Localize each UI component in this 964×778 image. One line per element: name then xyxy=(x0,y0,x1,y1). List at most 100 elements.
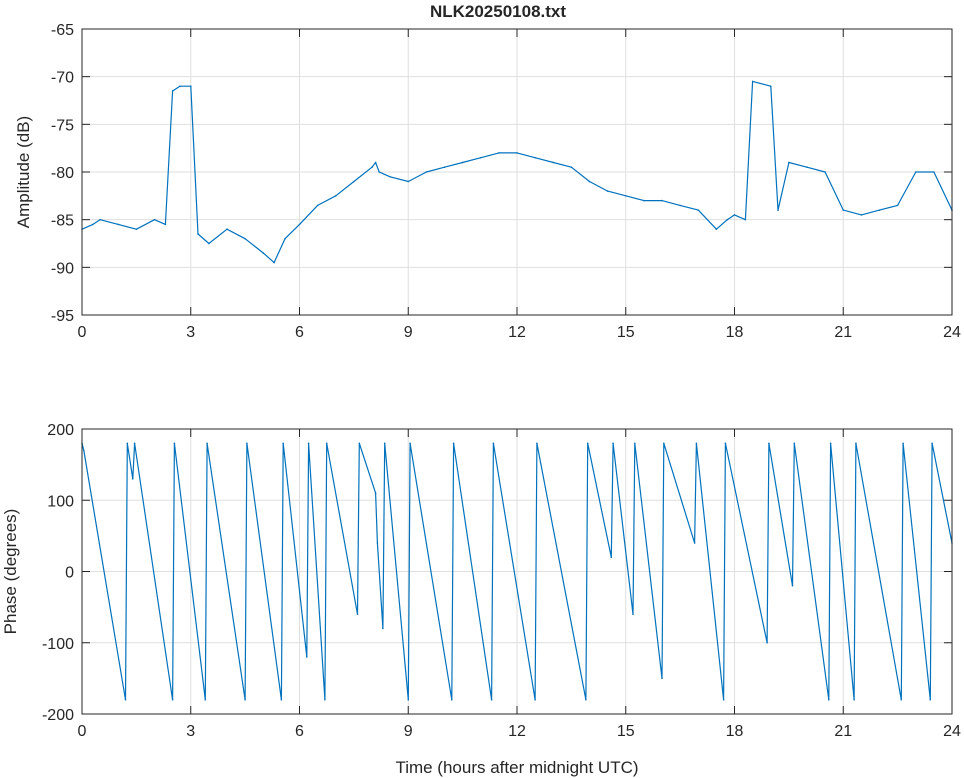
phase-data-point xyxy=(829,442,832,445)
amplitude-data-point xyxy=(534,156,536,159)
amplitude-data-point xyxy=(769,85,772,87)
phase-data-point xyxy=(534,698,536,701)
phase-data-point xyxy=(124,698,127,701)
amplitude-data-point xyxy=(117,223,120,226)
phase-data-point xyxy=(791,584,794,587)
amplitude-data-point xyxy=(316,204,319,207)
amplitude-x-tick-label: 6 xyxy=(295,324,304,341)
amplitude-y-axis-label: Amplitude (dB) xyxy=(14,116,33,228)
phase-data-point xyxy=(356,613,359,616)
phase-y-axis-label: Phase (degrees) xyxy=(1,509,20,635)
phase-x-tick-label: 3 xyxy=(186,723,195,740)
amplitude-data-point xyxy=(443,166,446,169)
amplitude-data-point xyxy=(208,242,210,245)
phase-data-point xyxy=(855,442,857,445)
amplitude-y-tick-label: -85 xyxy=(51,213,74,230)
chart-title: NLK20250108.txt xyxy=(430,2,566,21)
phase-data-point xyxy=(902,442,904,445)
amplitude-data-point xyxy=(226,228,228,230)
phase-data-point xyxy=(452,442,455,445)
amplitude-data-point xyxy=(284,237,286,240)
phase-data-point xyxy=(325,442,328,445)
amplitude-data-point xyxy=(461,161,464,164)
amplitude-y-tick-label: -95 xyxy=(51,308,74,325)
amplitude-data xyxy=(81,80,953,264)
amplitude-data-point xyxy=(896,204,899,207)
amplitude-data-point xyxy=(516,152,518,154)
amplitude-x-tick-label: 12 xyxy=(508,324,526,341)
phase-data-point xyxy=(931,442,933,445)
phase-y-tick-label: -100 xyxy=(42,636,74,653)
amplitude-data-point xyxy=(92,223,94,226)
phase-data-point xyxy=(206,442,208,445)
phase-plot: 0 3 6 9 12 15 18 21 24 -200 -100 0 100 200 Phase (deg… xyxy=(1,422,961,777)
amplitude-data-point xyxy=(378,171,381,173)
amplitude-data-point xyxy=(298,223,301,226)
amplitude-data-point xyxy=(498,152,500,154)
phase-data-point xyxy=(586,442,589,445)
amplitude-data-point xyxy=(878,209,881,211)
amplitude-data-point xyxy=(374,161,377,164)
phase-data-point xyxy=(171,698,174,701)
phase-x-tick-label: 21 xyxy=(834,723,852,740)
phase-data-point xyxy=(305,656,308,658)
amplitude-data-point xyxy=(262,252,265,254)
phase-data-point xyxy=(827,698,830,701)
amplitude-y-tick-label: -65 xyxy=(51,22,74,39)
phase-x-tick-label: 15 xyxy=(617,723,635,740)
phase-data-point xyxy=(585,698,587,701)
phase-data-point xyxy=(612,442,614,445)
phase-data-point xyxy=(693,542,696,544)
phase-y-tick-label: -200 xyxy=(42,707,74,724)
phase-data-point xyxy=(282,442,284,445)
phase-data-point xyxy=(768,442,770,445)
amplitude-data-point xyxy=(933,171,935,173)
amplitude-data-point xyxy=(353,180,355,183)
phase-data-point xyxy=(724,442,727,445)
amplitude-data-point xyxy=(661,199,663,202)
phase-y-tick-label: 0 xyxy=(65,565,74,582)
amplitude-data-point xyxy=(726,218,729,221)
amplitude-data-point xyxy=(733,214,736,216)
phase-data-point xyxy=(634,442,636,445)
phase-data-point xyxy=(929,698,932,701)
amplitude-x-tick-label: 21 xyxy=(834,324,852,341)
phase-x-tick-label: 24 xyxy=(943,723,961,740)
amplitude-data-point xyxy=(479,156,482,159)
phase-x-tick-label: 12 xyxy=(508,723,526,740)
phase-data-point xyxy=(663,442,665,445)
phase-data-point xyxy=(450,698,453,701)
amplitude-x-tick-label: 15 xyxy=(617,324,635,341)
amplitude-data-point xyxy=(153,218,156,221)
amplitude-data-point xyxy=(788,161,790,164)
phase-x-tick-label: 6 xyxy=(295,723,304,740)
phase-y-tick-label: 100 xyxy=(47,493,74,510)
phase-data-point xyxy=(280,698,283,701)
phase-data-point xyxy=(376,542,379,544)
amplitude-plot: 0 3 6 9 12 15 18 21 24 -95 -90 -85 -80 -75 -70 -65 Ampl… xyxy=(14,22,961,341)
amplitude-x-tick-label: 18 xyxy=(726,324,744,341)
amplitude-x-tick-label: 0 xyxy=(78,324,87,341)
phase-x-axis-label: Time (hours after midnight UTC) xyxy=(395,758,638,777)
amplitude-data-point xyxy=(552,161,555,164)
amplitude-data-point xyxy=(171,90,174,92)
amplitude-y-tick-label: -80 xyxy=(51,165,74,182)
phase-data-point xyxy=(358,442,361,445)
amplitude-data-point xyxy=(643,199,645,202)
amplitude-data-point xyxy=(135,228,138,230)
phase-data xyxy=(81,442,953,701)
amplitude-data-point xyxy=(164,223,167,226)
amplitude-data-point xyxy=(806,166,808,169)
phase-data-point xyxy=(244,698,246,701)
phase-data-point xyxy=(661,677,663,680)
amplitude-data-point xyxy=(197,233,199,235)
amplitude-data-point xyxy=(389,175,391,178)
amplitude-data-point xyxy=(371,166,373,169)
amplitude-data-point xyxy=(189,85,192,87)
amplitude-x-tick-label: 24 xyxy=(943,324,961,341)
amplitude-data-point xyxy=(679,204,681,207)
amplitude-data-point xyxy=(570,166,573,169)
phase-ticks: 0 3 6 9 12 15 18 21 24 -200 -100 0 100 200 xyxy=(42,422,961,740)
